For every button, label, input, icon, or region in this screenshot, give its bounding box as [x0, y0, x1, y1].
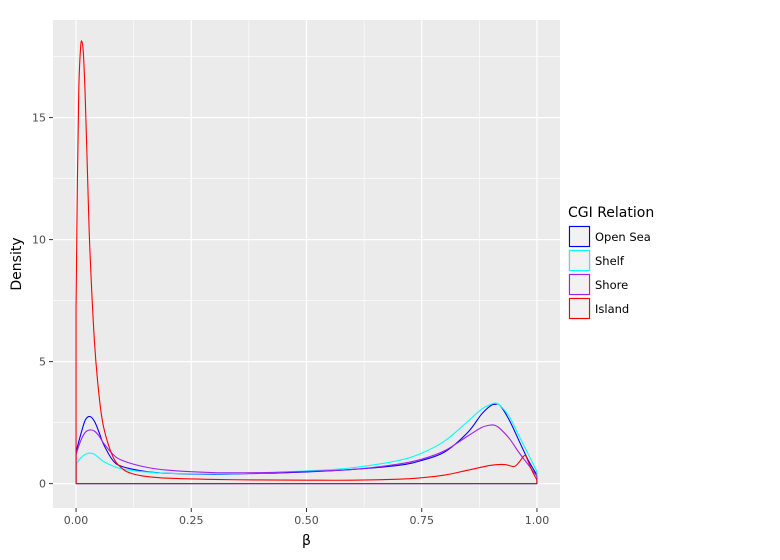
legend-key-background	[568, 225, 591, 248]
x-axis: 0.00 0.25 0.50 0.75 1.00	[64, 508, 549, 527]
series-line-shore	[75, 424, 538, 485]
legend-key-background	[568, 249, 591, 272]
legend-key-open-sea	[568, 225, 591, 248]
legend-label-island: Island	[595, 302, 629, 316]
x-tick-label: 0.00	[64, 514, 89, 527]
legend-key-shore	[568, 273, 591, 296]
legend-item-island: Island	[568, 297, 629, 320]
y-tick-label: 10	[32, 234, 46, 247]
y-axis-title: Density	[9, 237, 25, 290]
legend-key-background	[568, 297, 591, 320]
legend-title: CGI Relation	[568, 205, 654, 221]
y-axis: 0 5 10 15	[32, 112, 53, 491]
y-tick-label: 5	[39, 356, 46, 369]
x-tick-label: 0.75	[409, 514, 434, 527]
legend-item-open-sea: Open Sea	[568, 225, 651, 248]
series-line-island	[75, 40, 538, 485]
legend-label-shelf: Shelf	[595, 254, 625, 268]
legend-items: Open Sea Shelf Shore Island	[568, 225, 651, 320]
x-tick-label: 0.50	[294, 514, 319, 527]
y-tick-label: 0	[39, 478, 46, 491]
legend-label-open-sea: Open Sea	[595, 230, 651, 244]
series-layer	[75, 40, 538, 485]
legend-key-island	[568, 297, 591, 320]
x-axis-title: β	[302, 533, 311, 549]
legend-item-shelf: Shelf	[568, 249, 625, 272]
legend-label-shore: Shore	[595, 278, 628, 292]
legend: CGI Relation Open Sea Shelf Shore Island	[568, 205, 654, 320]
legend-key-shelf	[568, 249, 591, 272]
x-tick-label: 0.25	[179, 514, 204, 527]
y-tick-label: 15	[32, 112, 46, 125]
legend-item-shore: Shore	[568, 273, 628, 296]
legend-key-background	[568, 273, 591, 296]
x-tick-label: 1.00	[525, 514, 550, 527]
